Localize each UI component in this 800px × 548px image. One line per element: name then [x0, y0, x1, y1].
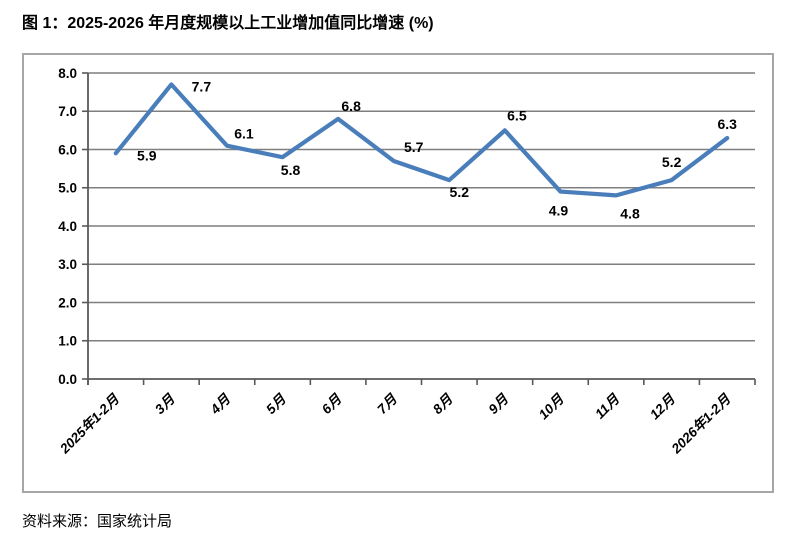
- svg-text:6月: 6月: [319, 390, 346, 417]
- svg-text:10月: 10月: [536, 390, 568, 422]
- svg-text:8.0: 8.0: [58, 66, 77, 81]
- chart-frame: 8.0 7.0 6.0 5.0 4.0 3.0 2.0 1.0 0.0 2025年1-2月 3月 4月…: [22, 53, 774, 493]
- svg-text:6.8: 6.8: [341, 98, 361, 114]
- svg-text:11月: 11月: [592, 390, 623, 421]
- svg-text:5月: 5月: [263, 390, 290, 417]
- svg-text:3月: 3月: [152, 390, 179, 417]
- svg-text:2025年1-2月: 2025年1-2月: [56, 390, 122, 456]
- svg-text:9月: 9月: [486, 390, 513, 417]
- svg-text:6.3: 6.3: [717, 116, 737, 132]
- svg-text:4.0: 4.0: [58, 219, 77, 234]
- svg-text:0.0: 0.0: [58, 372, 77, 387]
- series-line: [113, 82, 730, 198]
- svg-text:5.9: 5.9: [137, 147, 157, 163]
- svg-text:5.7: 5.7: [404, 139, 424, 155]
- source-note: 资料来源：国家统计局: [22, 513, 173, 530]
- svg-text:6.1: 6.1: [234, 126, 254, 142]
- line-chart: 8.0 7.0 6.0 5.0 4.0 3.0 2.0 1.0 0.0 2025年1-2月 3月 4月…: [56, 66, 756, 457]
- gridlines: [88, 72, 755, 342]
- svg-text:7.0: 7.0: [58, 104, 77, 119]
- svg-text:4月: 4月: [207, 390, 234, 417]
- svg-text:12月: 12月: [647, 390, 679, 422]
- svg-text:5.0: 5.0: [58, 181, 77, 196]
- svg-text:6.5: 6.5: [507, 107, 527, 123]
- axes: [82, 72, 756, 385]
- x-axis-labels: 2025年1-2月 3月 4月 5月 6月 7月 8月 9月 10月 11月 12月2026年1-2…: [56, 390, 734, 457]
- svg-text:2026年1-2月: 2026年1-2月: [668, 390, 734, 456]
- svg-text:5.2: 5.2: [662, 154, 682, 170]
- svg-text:4.9: 4.9: [549, 203, 569, 219]
- svg-text:6.0: 6.0: [58, 142, 77, 157]
- svg-text:5.2: 5.2: [450, 184, 470, 200]
- svg-text:8月: 8月: [430, 390, 457, 417]
- svg-text:1.0: 1.0: [58, 334, 77, 349]
- svg-text:2.0: 2.0: [58, 295, 77, 310]
- svg-text:7.7: 7.7: [192, 78, 212, 94]
- svg-text:3.0: 3.0: [58, 257, 77, 272]
- svg-text:4.8: 4.8: [620, 205, 640, 221]
- y-axis-labels: 8.0 7.0 6.0 5.0 4.0 3.0 2.0 1.0 0.0: [58, 66, 77, 387]
- figure-title: 图 1：2025-2026 年月度规模以上工业增加值同比增速 (%): [22, 15, 434, 32]
- svg-text:7月: 7月: [374, 390, 401, 417]
- data-labels: 5.9 7.7 6.1 5.8 6.8 5.7 5.2 6.5 4.9 4.8 5.2 6.3: [137, 78, 737, 221]
- svg-text:5.8: 5.8: [281, 162, 301, 178]
